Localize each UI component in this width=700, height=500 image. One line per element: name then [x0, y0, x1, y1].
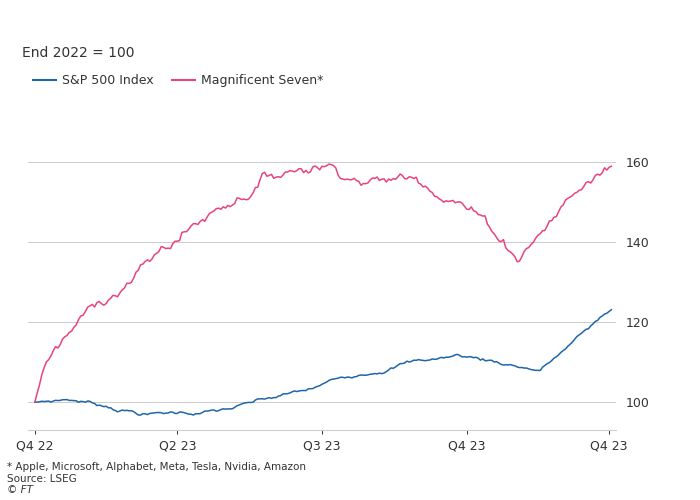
Legend: S&P 500 Index, Magnificent Seven*: S&P 500 Index, Magnificent Seven*: [29, 69, 328, 92]
Text: * Apple, Microsoft, Alphabet, Meta, Tesla, Nvidia, Amazon: * Apple, Microsoft, Alphabet, Meta, Tesl…: [7, 462, 306, 472]
Text: End 2022 = 100: End 2022 = 100: [22, 46, 134, 60]
Text: © FT: © FT: [7, 485, 33, 495]
Text: Source: LSEG: Source: LSEG: [7, 474, 77, 484]
